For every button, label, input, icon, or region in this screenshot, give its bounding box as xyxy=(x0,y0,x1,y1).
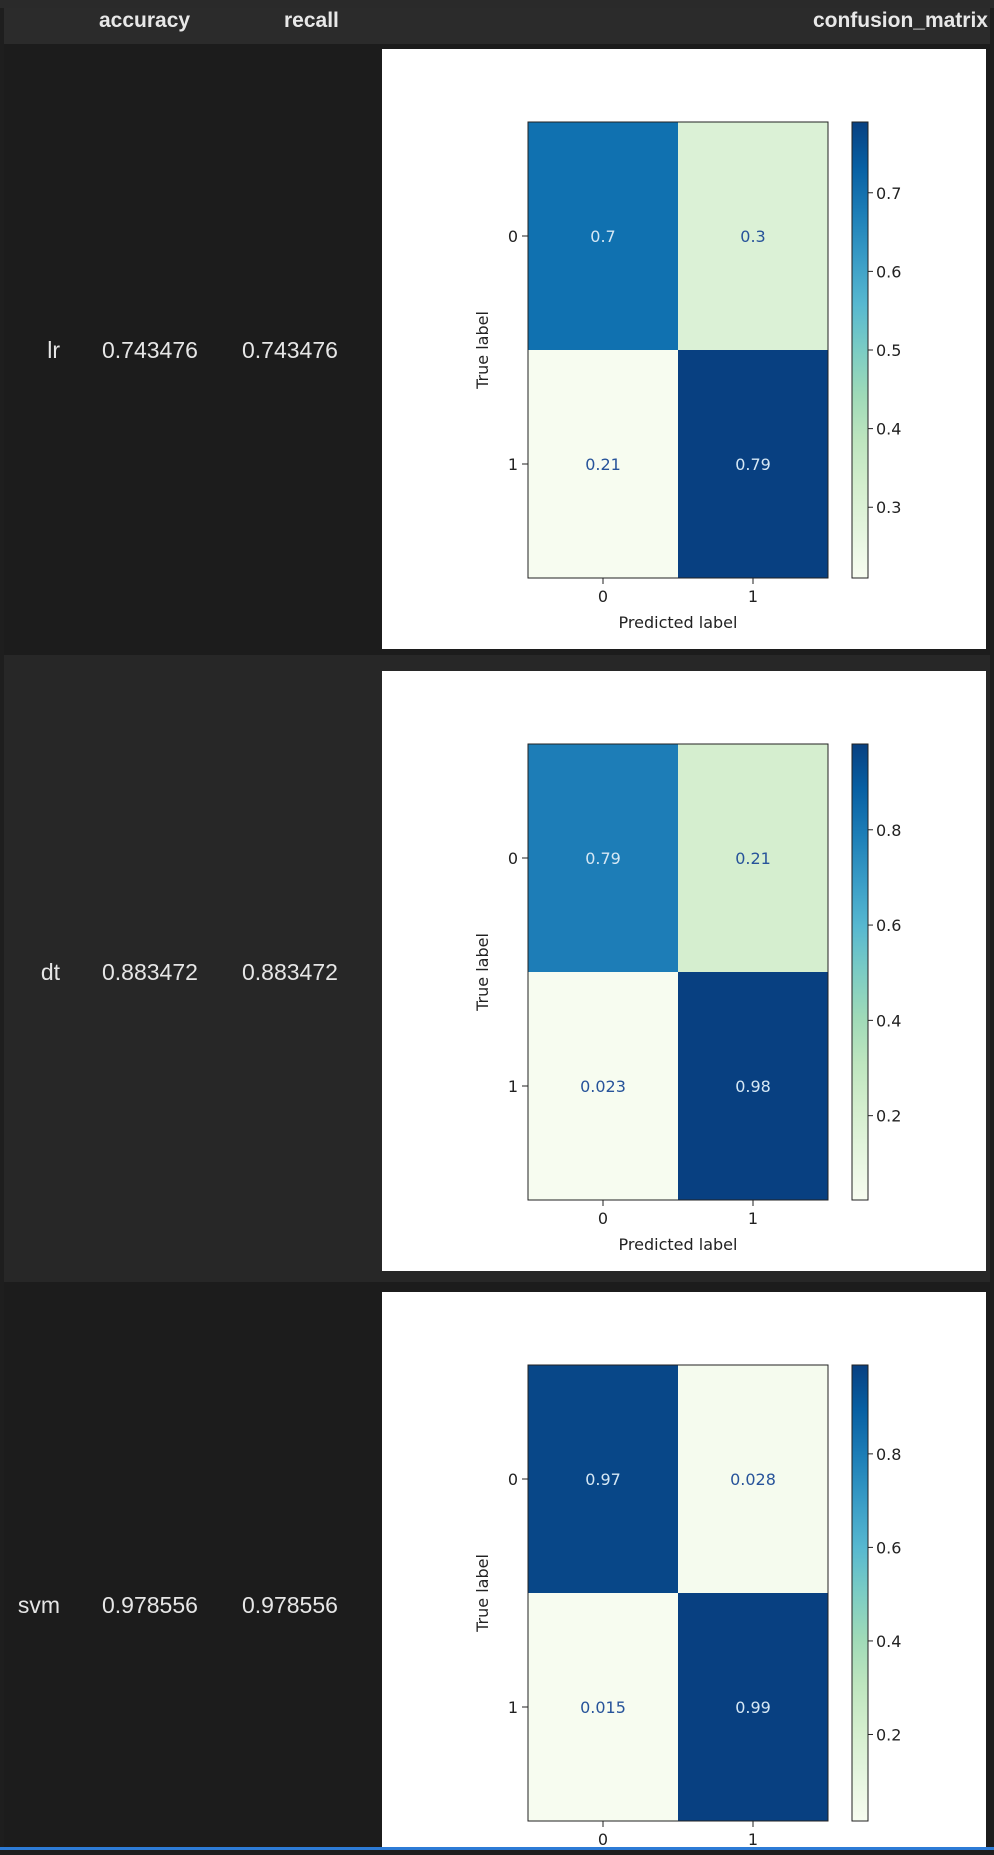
cell-value-label: 0.3 xyxy=(740,227,765,246)
heatmap-cell xyxy=(528,972,678,1200)
colorbar-tick-label: 0.4 xyxy=(876,1011,901,1030)
x-axis-label: Predicted label xyxy=(619,613,738,632)
scroll-edge-indicator xyxy=(0,1847,994,1850)
top-strip xyxy=(0,0,994,8)
heatmap-grid: 0.97 0.028 0.015 0.99 xyxy=(528,1365,828,1821)
x-tick-label: 1 xyxy=(748,1830,758,1849)
colorbar-tick-label: 0.6 xyxy=(876,262,901,281)
cell-value-label: 0.023 xyxy=(580,1077,626,1096)
heatmap-cell xyxy=(528,744,678,972)
colorbar xyxy=(851,121,869,579)
y-tick-label: 1 xyxy=(508,455,518,474)
colorbar-tick-label: 0.8 xyxy=(876,821,901,840)
y-tick-label: 1 xyxy=(508,1698,518,1717)
colorbar-tick-label: 0.5 xyxy=(876,341,901,360)
cell-value-label: 0.21 xyxy=(585,455,621,474)
confusion-matrix-svg: 0.79 0.21 0.023 0.98 0 1 0 1 Predicted label True… xyxy=(473,743,901,1254)
colorbar-tick-label: 0.4 xyxy=(876,420,901,439)
x-tick-label: 1 xyxy=(748,1209,758,1228)
x-tick-label: 1 xyxy=(748,587,758,606)
cell-value-label: 0.98 xyxy=(735,1077,771,1096)
heatmap-grid: 0.7 0.3 0.21 0.79 xyxy=(528,122,828,578)
heatmap-cell xyxy=(678,972,828,1200)
cell-value-label: 0.028 xyxy=(730,1470,776,1489)
colorbar-tick-label: 0.6 xyxy=(876,1538,901,1557)
recall-value: 0.978556 xyxy=(242,1592,338,1618)
colorbar-tick-label: 0.3 xyxy=(876,498,901,517)
x-tick-label: 0 xyxy=(598,1209,608,1228)
y-axis-label: True label xyxy=(473,933,492,1012)
colorbar-tick-label: 0.6 xyxy=(876,916,901,935)
table-row: svm 0.978556 0.978556 0.97 0.028 0.015 0.99… xyxy=(4,1282,990,1850)
accuracy-value: 0.978556 xyxy=(102,1592,198,1618)
accuracy-value: 0.883472 xyxy=(102,959,198,985)
header-recall: recall xyxy=(284,9,339,32)
y-tick-label: 0 xyxy=(508,849,518,868)
row-index: dt xyxy=(40,959,60,985)
y-tick-label: 0 xyxy=(508,227,518,246)
heatmap-cell xyxy=(678,1593,828,1821)
colorbar-tick-label: 0.8 xyxy=(876,1445,901,1464)
heatmap-cell xyxy=(528,122,678,350)
cell-value-label: 0.21 xyxy=(735,849,771,868)
y-axis-label: True label xyxy=(473,1554,492,1633)
cell-value-label: 0.79 xyxy=(735,455,771,474)
heatmap-grid: 0.79 0.21 0.023 0.98 xyxy=(528,744,828,1200)
heatmap-cell xyxy=(528,350,678,578)
cell-value-label: 0.7 xyxy=(590,227,615,246)
table-row: lr 0.743476 0.743476 0.7 0.3 0.21 0.79 0 1 0 1 P… xyxy=(4,44,990,655)
y-tick-label: 0 xyxy=(508,1470,518,1489)
cell-value-label: 0.97 xyxy=(585,1470,621,1489)
header-accuracy: accuracy xyxy=(99,9,191,32)
accuracy-value: 0.743476 xyxy=(102,337,198,363)
y-tick-label: 1 xyxy=(508,1077,518,1096)
header-confusion-matrix: confusion_matrix xyxy=(812,9,988,32)
heatmap-cell xyxy=(528,1365,678,1593)
colorbar xyxy=(851,743,869,1201)
cell-value-label: 0.79 xyxy=(585,849,621,868)
confusion-matrix-plot: 0.7 0.3 0.21 0.79 0 1 0 1 Predicted label True la… xyxy=(382,49,986,649)
confusion-matrix-plot: 0.97 0.028 0.015 0.99 0 1 0 1 True label 0.2 0.4 0.… xyxy=(382,1292,986,1850)
colorbar-tick-label: 0.2 xyxy=(876,1107,901,1126)
confusion-matrix-plot: 0.79 0.21 0.023 0.98 0 1 0 1 Predicted label True… xyxy=(382,671,986,1271)
heatmap-cell xyxy=(678,1365,828,1593)
plot-frame xyxy=(527,121,829,579)
x-tick-label: 0 xyxy=(598,1830,608,1849)
table-header: accuracy recall confusion_matrix xyxy=(4,8,990,44)
colorbar-tick-label: 0.4 xyxy=(876,1632,901,1651)
x-tick-label: 0 xyxy=(598,587,608,606)
y-axis-label: True label xyxy=(473,311,492,390)
heatmap-cell xyxy=(678,350,828,578)
plot-frame xyxy=(527,1364,829,1822)
heatmap-cell xyxy=(678,122,828,350)
heatmap-cell xyxy=(678,744,828,972)
confusion-matrix-svg: 0.97 0.028 0.015 0.99 0 1 0 1 True label 0.2 0.4 0.… xyxy=(473,1364,901,1849)
row-index: lr xyxy=(47,337,60,363)
confusion-matrix-svg: 0.7 0.3 0.21 0.79 0 1 0 1 Predicted label True la… xyxy=(473,121,901,632)
heatmap-cell xyxy=(528,1593,678,1821)
cell-value-label: 0.015 xyxy=(580,1698,626,1717)
colorbar-tick-label: 0.7 xyxy=(876,184,901,203)
table-row: dt 0.883472 0.883472 0.79 0.21 0.023 0.98 0 1… xyxy=(4,655,990,1282)
recall-value: 0.883472 xyxy=(242,959,338,985)
x-axis-label: Predicted label xyxy=(619,1235,738,1254)
recall-value: 0.743476 xyxy=(242,337,338,363)
row-index: svm xyxy=(17,1592,60,1618)
colorbar xyxy=(851,1364,869,1822)
colorbar-tick-label: 0.2 xyxy=(876,1725,901,1744)
cell-value-label: 0.99 xyxy=(735,1698,771,1717)
plot-frame xyxy=(527,743,829,1201)
